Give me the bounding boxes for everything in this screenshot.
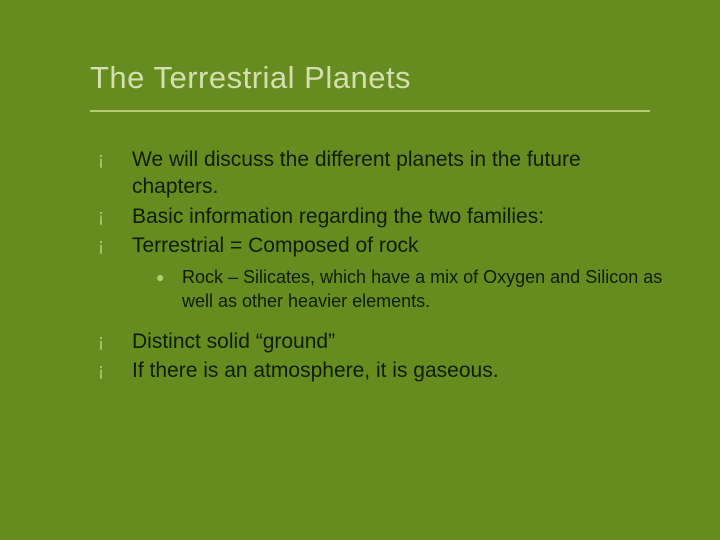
list-item: ¡ We will discuss the different planets … [90,146,670,201]
list-item: ¡ If there is an atmosphere, it is gaseo… [90,357,670,384]
sub-list-item-text: Rock – Silicates, which have a mix of Ox… [182,265,670,314]
list-item: ¡ Terrestrial = Composed of rock [90,232,670,259]
sub-list: ● Rock – Silicates, which have a mix of … [90,265,670,314]
hollow-bullet-icon: ¡ [98,357,132,384]
list-item: ¡ Distinct solid “ground” [90,328,670,355]
solid-bullet-icon: ● [156,265,182,314]
hollow-bullet-icon: ¡ [98,203,132,230]
hollow-bullet-icon: ¡ [98,328,132,355]
slide-title: The Terrestrial Planets [90,60,670,96]
hollow-bullet-icon: ¡ [98,146,132,201]
slide-content: ¡ We will discuss the different planets … [90,146,670,384]
list-item: ¡ Basic information regarding the two fa… [90,203,670,230]
list-item-text: Terrestrial = Composed of rock [132,232,670,259]
list-item-text: Basic information regarding the two fami… [132,203,670,230]
sub-list-item: ● Rock – Silicates, which have a mix of … [156,265,670,314]
hollow-bullet-icon: ¡ [98,232,132,259]
slide: The Terrestrial Planets ¡ We will discus… [0,0,720,540]
list-item-text: We will discuss the different planets in… [132,146,670,201]
title-rule [90,110,650,112]
list-item-text: Distinct solid “ground” [132,328,670,355]
list-item-text: If there is an atmosphere, it is gaseous… [132,357,670,384]
